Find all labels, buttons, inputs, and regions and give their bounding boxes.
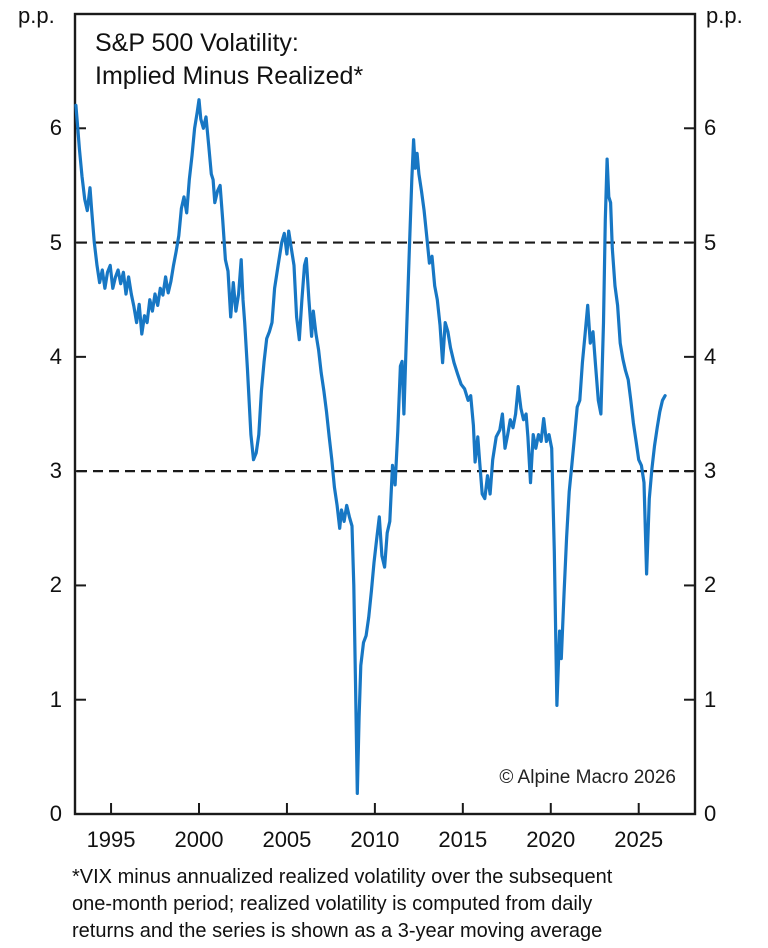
y-axis-unit-left: p.p. — [18, 3, 55, 28]
y-tick-label-1: 1 — [704, 686, 717, 712]
y-tick-label-0: 0 — [49, 801, 62, 826]
chart-title-line-2: Implied Minus Realized* — [95, 62, 364, 90]
x-tick-label-2015: 2015 — [438, 827, 488, 852]
y-tick-label-6: 6 — [49, 115, 62, 141]
plot-border — [73, 12, 697, 816]
y-tick-label-2: 2 — [49, 572, 62, 598]
footnote-line-3: returns and the series is shown as a 3-y… — [72, 920, 603, 942]
y-tick-label-2: 2 — [704, 572, 717, 598]
y-tick-label-4: 4 — [704, 343, 717, 369]
footnote-line-1: *VIX minus annualized realized volatilit… — [72, 866, 613, 888]
chart-title: S&P 500 Volatility: Implied Minus Realiz… — [95, 27, 363, 93]
x-tick-label-2020: 2020 — [526, 827, 576, 852]
data-series-line — [74, 98, 667, 796]
y-tick-label-3: 3 — [49, 458, 62, 484]
y-axis-unit-right: p.p. — [706, 3, 743, 28]
x-tick-label-2025: 2025 — [614, 827, 664, 852]
chart-title-line-1: S&P 500 Volatility: — [95, 29, 299, 57]
y-tick-label-5: 5 — [704, 229, 717, 255]
y-tick-label-3: 3 — [704, 458, 717, 484]
y-tick-label-4: 4 — [49, 343, 62, 369]
x-tick-label-1995: 1995 — [86, 827, 136, 852]
chart-footnote: *VIX minus annualized realized volatilit… — [72, 864, 732, 945]
x-tick-label-2010: 2010 — [350, 827, 400, 852]
plot-area — [73, 12, 697, 816]
x-tick-label-2000: 2000 — [174, 827, 224, 852]
y-tick-label-1: 1 — [49, 686, 62, 712]
copyright-watermark: © Alpine Macro 2026 — [499, 767, 676, 788]
x-tick-label-2005: 2005 — [262, 827, 312, 852]
y-tick-label-6: 6 — [704, 115, 717, 141]
y-tick-label-0: 0 — [704, 801, 717, 826]
footnote-line-2: one-month period; realized volatility is… — [72, 893, 593, 915]
y-tick-label-5: 5 — [49, 229, 62, 255]
